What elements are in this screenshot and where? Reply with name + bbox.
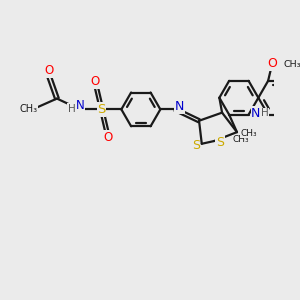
Text: O: O bbox=[267, 57, 277, 70]
Text: O: O bbox=[44, 64, 53, 77]
Text: CH₃: CH₃ bbox=[20, 104, 38, 114]
Text: N: N bbox=[251, 107, 261, 120]
Text: CH₃: CH₃ bbox=[233, 135, 249, 144]
Text: N: N bbox=[76, 99, 84, 112]
Text: CH₃: CH₃ bbox=[283, 60, 300, 69]
Text: S: S bbox=[216, 136, 224, 149]
Text: O: O bbox=[90, 75, 100, 88]
Text: S: S bbox=[98, 103, 106, 116]
Text: S: S bbox=[192, 139, 200, 152]
Text: H: H bbox=[68, 104, 76, 114]
Text: CH₃: CH₃ bbox=[241, 129, 257, 138]
Text: O: O bbox=[104, 131, 113, 144]
Text: N: N bbox=[175, 100, 184, 113]
Text: H: H bbox=[261, 108, 269, 118]
